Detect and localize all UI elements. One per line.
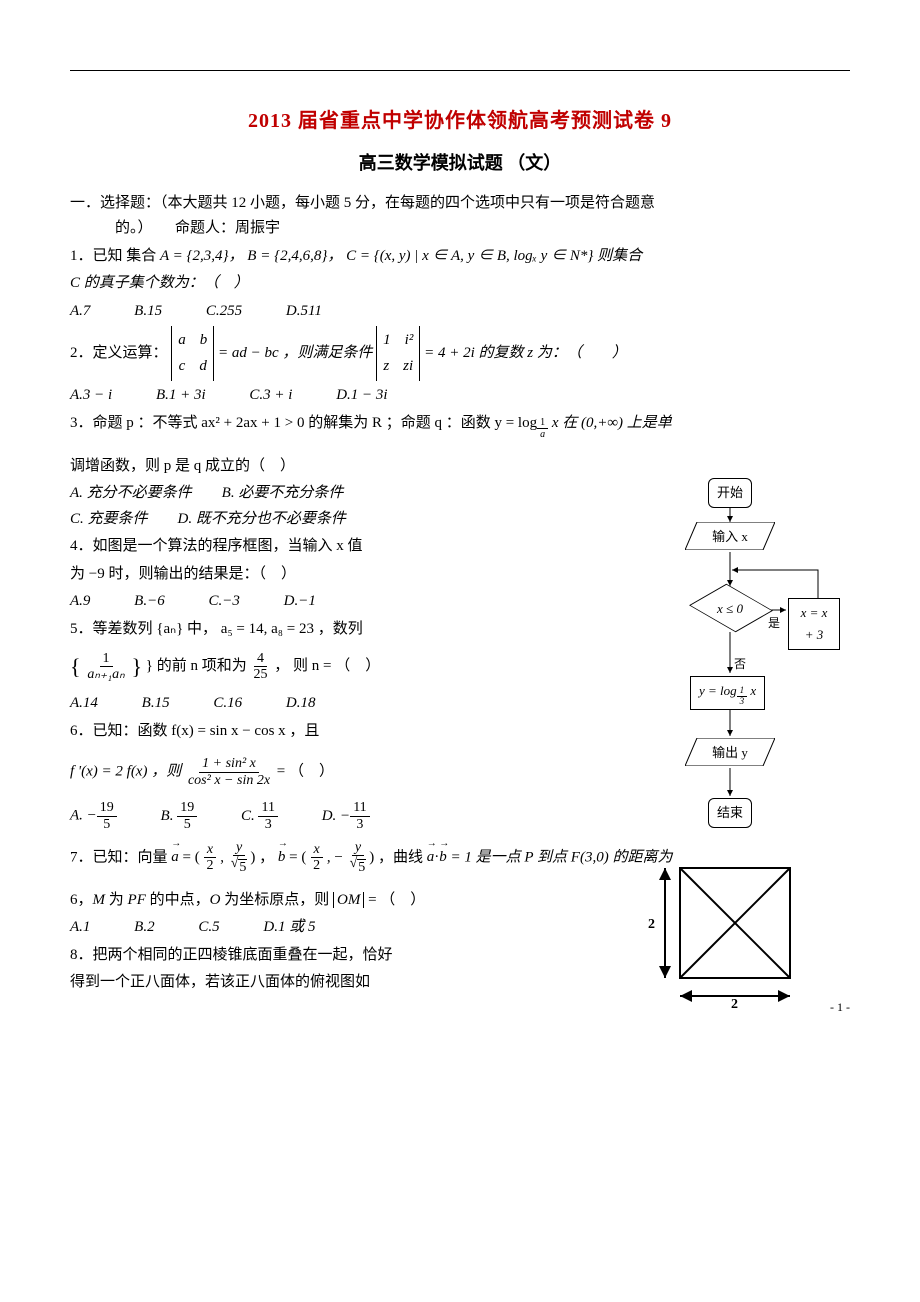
svg-text:否: 否 [734,657,746,671]
fc-input: 输入 x [685,522,775,552]
determinant-1: ab cd [171,326,214,381]
page: 2013 届省重点中学协作体领航高考预测试卷 9 高三数学模拟试题 （文） 一．… [0,0,920,1038]
page-number: - 1 - [830,997,850,1017]
fc-calc: y = log13 x [690,676,765,710]
fc-condition: x ≤ 0 [695,588,765,628]
q1-options: A.7 B.15 C.255 D.511 [70,299,850,325]
q3: 3．命题 p ：不等式 ax² + 2ax + 1 > 0 的解集为 R ；命题… [70,411,850,440]
q1-line2: C 的真子集个数为：（ ） [70,271,850,297]
header-rule [70,70,850,71]
title-main: 2013 届省重点中学协作体领航高考预测试卷 9 [70,104,850,138]
determinant-2: 1i² zzi [376,326,420,381]
fc-yes: 是 [768,613,780,633]
flowchart: 否 开始 输入 x x ≤ 0 是 x = x + 3 y = log13 x … [640,478,840,858]
q2: 2．定义运算： ab cd = ad − bc ，则满足条件 1i² zzi =… [70,326,850,381]
q1: 1．已知 集合 A = {2,3,4}， B = {2,4,6,8}， C = … [70,244,850,270]
section-header: 一．选择题：（本大题共 12 小题，每小题 5 分，在每题的四个选项中只有一项是… [70,191,850,242]
fc-start: 开始 [708,478,752,508]
q3-line2: 调增函数，则 p 是 q 成立的（ ） [70,454,850,480]
fc-assign: x = x + 3 [788,598,840,650]
fc-end: 结束 [708,798,752,828]
fc-output: 输出 y [685,738,775,768]
dim-h: 2 [731,997,738,1008]
title-sub: 高三数学模拟试题 （文） [70,148,850,179]
octahedron-topview: 2 2 [640,858,800,1008]
q2-options: A.3 − i B.1 + 3i C.3 + i D.1 − 3i [70,383,850,409]
dim-v: 2 [648,917,655,932]
